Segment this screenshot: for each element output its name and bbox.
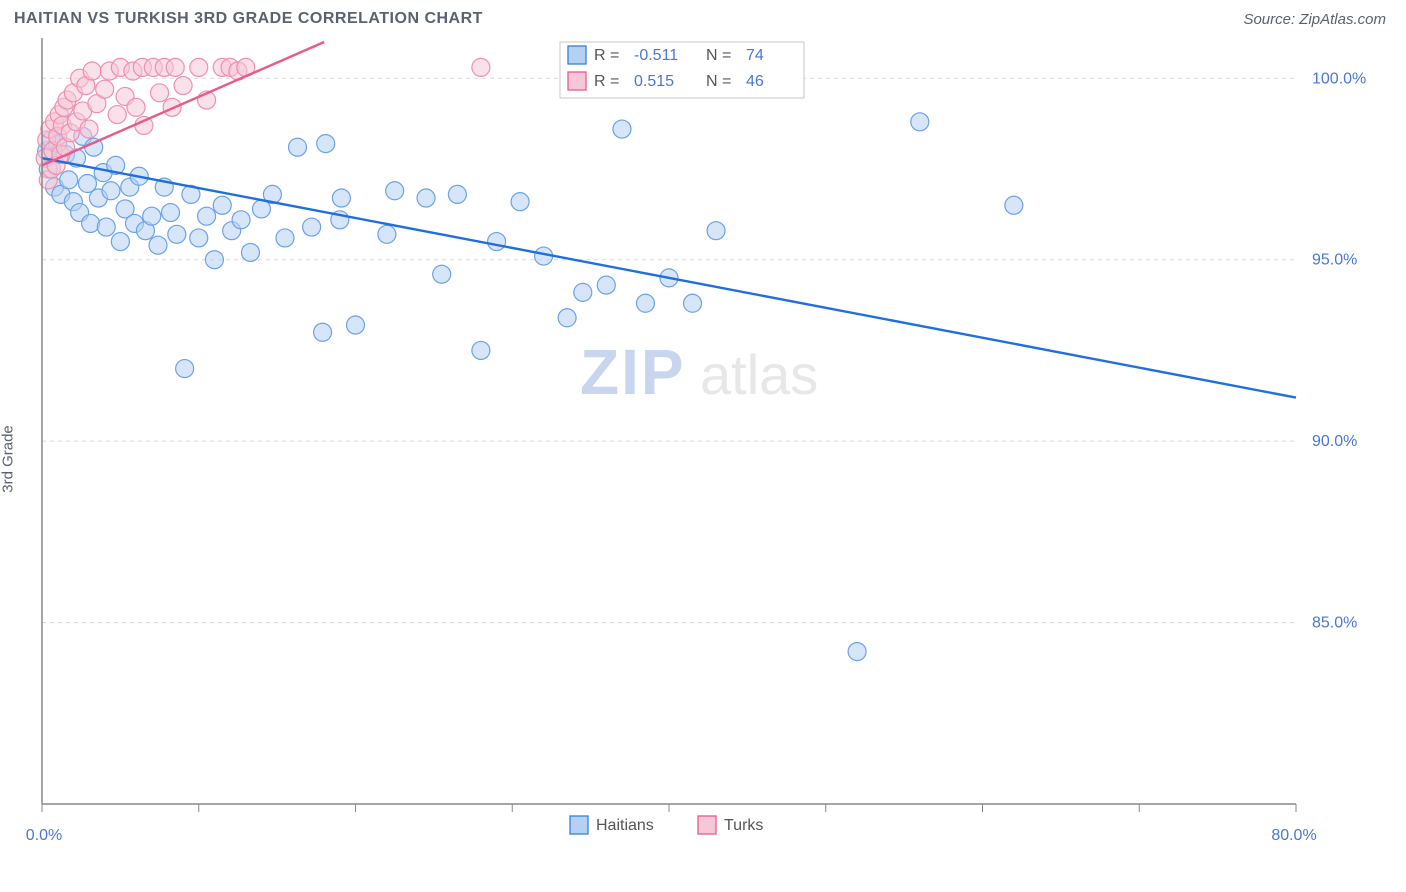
data-point (511, 193, 529, 211)
data-point (574, 283, 592, 301)
y-tick-label: 100.0% (1312, 70, 1366, 87)
data-point (151, 84, 169, 102)
chart-title: HAITIAN VS TURKISH 3RD GRADE CORRELATION… (14, 10, 483, 28)
data-point (558, 309, 576, 327)
data-point (613, 120, 631, 138)
watermark: atlas (700, 343, 818, 406)
data-point (317, 135, 335, 153)
data-point (213, 196, 231, 214)
data-point (96, 80, 114, 98)
data-point (198, 207, 216, 225)
data-point (378, 225, 396, 243)
data-point (433, 265, 451, 283)
legend-swatch (570, 816, 588, 834)
data-point (303, 218, 321, 236)
y-tick-label: 90.0% (1312, 433, 1357, 450)
stats-r-value: -0.511 (634, 47, 678, 64)
data-point (127, 98, 145, 116)
data-point (472, 341, 490, 359)
data-point (82, 214, 100, 232)
legend-label: Turks (724, 817, 763, 834)
data-point (386, 182, 404, 200)
data-point (174, 77, 192, 95)
x-tick-label: 0.0% (26, 827, 62, 844)
data-point (684, 294, 702, 312)
chart-container: 3rd Grade 85.0% 90.0% 95.0% 100.0% ZIPatlas 0… (0, 34, 1406, 884)
data-point (166, 58, 184, 76)
data-point (80, 120, 98, 138)
data-point (848, 643, 866, 661)
data-point (289, 138, 307, 156)
data-point (83, 62, 101, 80)
data-point (417, 189, 435, 207)
data-point (168, 225, 186, 243)
data-point (276, 229, 294, 247)
data-point (448, 185, 466, 203)
data-point (707, 222, 725, 240)
data-point (597, 276, 615, 294)
data-point (911, 113, 929, 131)
data-point (176, 360, 194, 378)
data-point (162, 204, 180, 222)
stats-label: N = (706, 73, 731, 90)
y-tick-label: 95.0% (1312, 252, 1357, 269)
stats-label: N = (706, 47, 731, 64)
data-point (488, 233, 506, 251)
stats-n-value: 74 (746, 47, 764, 64)
stats-n-value: 46 (746, 73, 764, 90)
data-point (149, 236, 167, 254)
stats-label: R = (594, 73, 619, 90)
data-point (60, 171, 78, 189)
data-point (97, 218, 115, 236)
data-point (190, 58, 208, 76)
data-point (108, 106, 126, 124)
data-point (143, 207, 161, 225)
y-axis-label: 3rd Grade (0, 425, 17, 493)
stats-r-value: 0.515 (634, 73, 674, 90)
data-point (636, 294, 654, 312)
data-point (1005, 196, 1023, 214)
legend-label: Haitians (596, 817, 654, 834)
data-point (190, 229, 208, 247)
data-point (205, 251, 223, 269)
legend-swatch (568, 72, 586, 90)
data-point (314, 323, 332, 341)
data-point (347, 316, 365, 334)
data-point (241, 243, 259, 261)
data-point (232, 211, 250, 229)
watermark: ZIP (580, 336, 686, 408)
data-point (472, 58, 490, 76)
legend-swatch (568, 46, 586, 64)
data-point (332, 189, 350, 207)
scatter-chart: 85.0% 90.0% 95.0% 100.0% ZIPatlas 0.0% 80.0% R … (0, 34, 1406, 884)
x-tick-label: 80.0% (1271, 827, 1316, 844)
source-attribution: Source: ZipAtlas.com (1243, 11, 1386, 28)
data-point (111, 233, 129, 251)
data-point (102, 182, 120, 200)
stats-label: R = (594, 47, 619, 64)
legend-swatch (698, 816, 716, 834)
y-tick-label: 85.0% (1312, 615, 1357, 632)
